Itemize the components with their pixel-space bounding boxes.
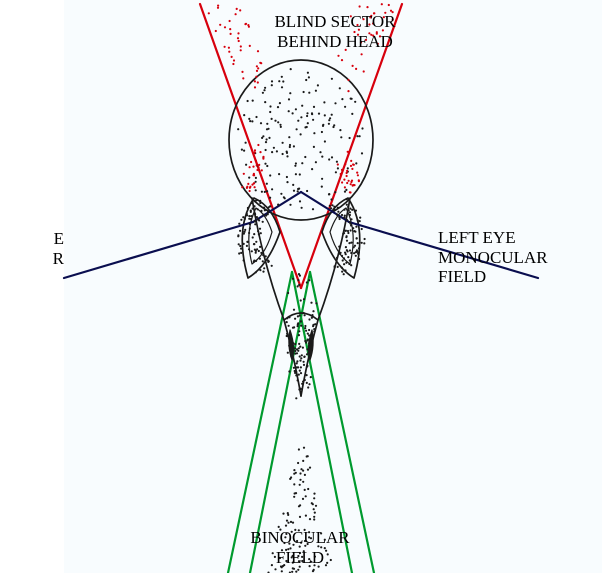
label-binocular-l1: BINOCULAR [200, 528, 400, 548]
label-blind-sector-l2: BEHIND HEAD [210, 32, 460, 52]
label-right-eye-l1: E [0, 229, 64, 249]
label-binocular: BINOCULAR FIELD [200, 528, 400, 567]
diagram-stage: BLIND SECTOR BEHIND HEAD E R LEFT EYE MO… [0, 0, 602, 573]
label-left-eye-l2: MONOCULAR [438, 248, 598, 268]
label-right-eye: E R [0, 229, 64, 268]
label-blind-sector: BLIND SECTOR BEHIND HEAD [210, 12, 460, 51]
label-right-eye-l2: R [0, 249, 64, 269]
label-binocular-l2: FIELD [200, 548, 400, 568]
label-blind-sector-l1: BLIND SECTOR [210, 12, 460, 32]
label-left-eye: LEFT EYE MONOCULAR FIELD [438, 228, 598, 287]
label-left-eye-l1: LEFT EYE [438, 228, 598, 248]
label-left-eye-l3: FIELD [438, 267, 598, 287]
